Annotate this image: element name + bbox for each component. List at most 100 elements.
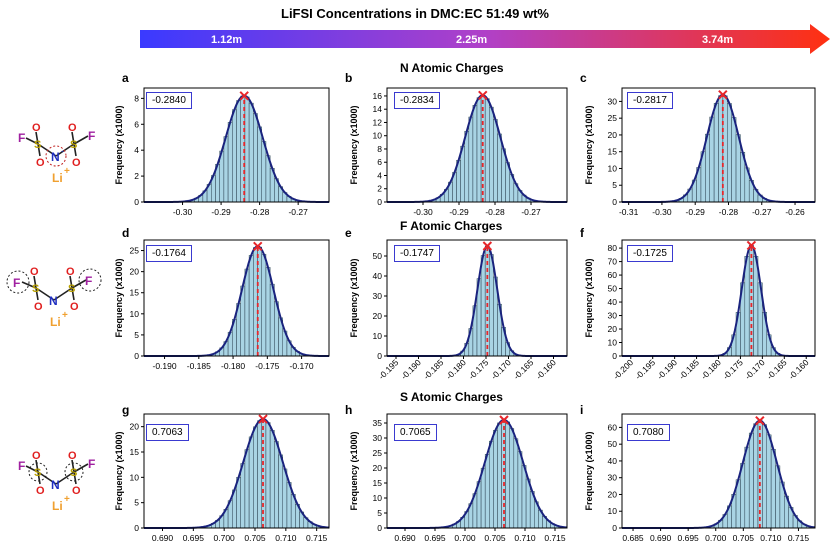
- y-tick-label: 0: [377, 523, 382, 533]
- peak-marker-stroke: [478, 90, 488, 100]
- plot-frame: [386, 87, 568, 203]
- peak-marker-stroke: [499, 415, 509, 425]
- histogram-bar: [480, 467, 486, 529]
- y-tick-label: 30: [608, 96, 618, 106]
- x-tick-label: 0.700: [214, 533, 236, 543]
- panel-label-e: e: [345, 226, 352, 240]
- histogram-bar: [261, 253, 267, 357]
- y-tick-label: 15: [608, 147, 618, 157]
- y-tick-label: 60: [608, 422, 618, 432]
- highlight-circle: [64, 462, 84, 482]
- conc-label-mid: 2.25m: [456, 34, 488, 46]
- peak-marker: [258, 414, 268, 424]
- y-axis-label: Frequency (x1000): [584, 431, 594, 510]
- y-tick-label: 0: [612, 351, 617, 361]
- atom-o: O: [36, 485, 45, 497]
- atom-o: O: [36, 157, 45, 169]
- y-axis-label: Frequency (x1000): [114, 431, 124, 510]
- histogram-panel-g: 0.690 0.695 0.700 0.705 0.710 0.715 0 5 10 15 20 Fr…: [114, 413, 330, 543]
- y-tick-label: 50: [608, 439, 618, 449]
- y-tick-label: 10: [130, 472, 140, 482]
- y-tick-label: 40: [608, 297, 618, 307]
- y-tick-label: 20: [608, 324, 618, 334]
- x-tick-label: 0.690: [394, 533, 416, 543]
- molecule-bonds: [21, 275, 87, 301]
- x-tick-label: -0.190: [655, 357, 679, 381]
- peak-marker: [755, 415, 765, 426]
- plot-frame: [143, 413, 330, 529]
- histogram-bar: [497, 422, 502, 529]
- y-tick-label: 4: [377, 170, 382, 180]
- y-tick-label: 25: [373, 448, 383, 458]
- peak-marker-stroke: [746, 240, 757, 251]
- peak-marker-stroke: [253, 241, 263, 252]
- y-axis-label: Frequency (x1000): [584, 105, 594, 184]
- histogram-bar: [731, 117, 737, 203]
- x-tick-label: -0.30: [413, 207, 433, 217]
- x-tick-label: 0.690: [650, 533, 672, 543]
- y-tick-label: 0: [612, 523, 617, 533]
- histogram-bar: [484, 98, 490, 203]
- histogram-bar: [493, 430, 498, 529]
- highlight-circle: [45, 145, 67, 167]
- histogram-panel-i: 0.685 0.690 0.695 0.700 0.705 0.710 0.715 0 10 20…: [584, 413, 816, 543]
- x-tick-label: -0.180: [221, 361, 245, 371]
- histogram-panel-b: -0.30 -0.29 -0.28 -0.27 0 2 4 6 8 10 12 14 16 Frequen…: [349, 87, 568, 217]
- y-tick-label: 10: [373, 131, 383, 141]
- atom-s-left: S: [34, 467, 41, 479]
- histogram-bar: [517, 451, 523, 529]
- y-tick-label: 16: [373, 91, 383, 101]
- atom-n: N: [51, 478, 60, 492]
- histogram-bar: [513, 438, 519, 529]
- x-tick-label: -0.30: [173, 207, 193, 217]
- histogram-bar: [269, 283, 275, 357]
- histogram-panel-d: -0.190 -0.185 -0.180 -0.175 -0.170 0 5 10 15 20 25…: [114, 239, 330, 371]
- x-tick-label: -0.175: [721, 357, 745, 381]
- histogram-bar: [253, 113, 258, 203]
- histogram-bar: [748, 432, 754, 529]
- x-tick-label: -0.190: [399, 357, 423, 381]
- x-tick-label: -0.160: [534, 357, 558, 381]
- x-tick-label: -0.27: [521, 207, 541, 217]
- mean-value-box-d: -0.1764: [146, 245, 192, 262]
- y-tick-label: 20: [373, 311, 383, 321]
- panel-label-i: i: [580, 403, 584, 417]
- x-tick-label: 0.705: [484, 533, 506, 543]
- y-tick-label: 20: [608, 130, 618, 140]
- histogram-bar: [265, 422, 271, 529]
- y-tick-label: 20: [608, 489, 618, 499]
- peak-marker: [718, 89, 728, 100]
- atom-o: O: [32, 122, 41, 134]
- histogram-bar: [497, 133, 502, 203]
- x-tick-label: -0.31: [619, 207, 639, 217]
- y-tick-label: 4: [134, 145, 139, 155]
- histogram-bar: [476, 97, 482, 203]
- x-tick-label: -0.190: [153, 361, 177, 371]
- y-tick-label: 10: [608, 506, 618, 516]
- y-tick-label: 10: [373, 493, 383, 503]
- y-tick-label: 30: [608, 473, 618, 483]
- atom-n: N: [49, 294, 58, 308]
- x-tick-label: -0.185: [421, 357, 445, 381]
- histogram-bar: [484, 454, 490, 529]
- y-tick-label: 10: [608, 163, 618, 173]
- x-tick-label: -0.170: [743, 357, 767, 381]
- molecule-bonds: [25, 459, 89, 485]
- y-tick-label: 15: [373, 478, 383, 488]
- atom-o: O: [72, 485, 81, 497]
- mean-value-box-g: 0.7063: [146, 424, 189, 441]
- peak-marker: [239, 91, 249, 101]
- molecule-bonds: [25, 131, 89, 157]
- y-tick-label: 40: [373, 271, 383, 281]
- plot-frame: [143, 87, 330, 203]
- mean-value-box-e: -0.1747: [394, 245, 440, 262]
- charge-minus: -: [61, 146, 64, 156]
- atom-n: N: [51, 150, 60, 164]
- x-tick-label: -0.185: [187, 361, 211, 371]
- histogram-bar: [257, 126, 262, 203]
- peak-marker: [478, 90, 488, 100]
- y-tick-label: 10: [608, 338, 618, 348]
- atom-li: Li: [50, 315, 61, 329]
- histogram-bar: [766, 434, 772, 529]
- atom-f-right: F: [88, 457, 95, 471]
